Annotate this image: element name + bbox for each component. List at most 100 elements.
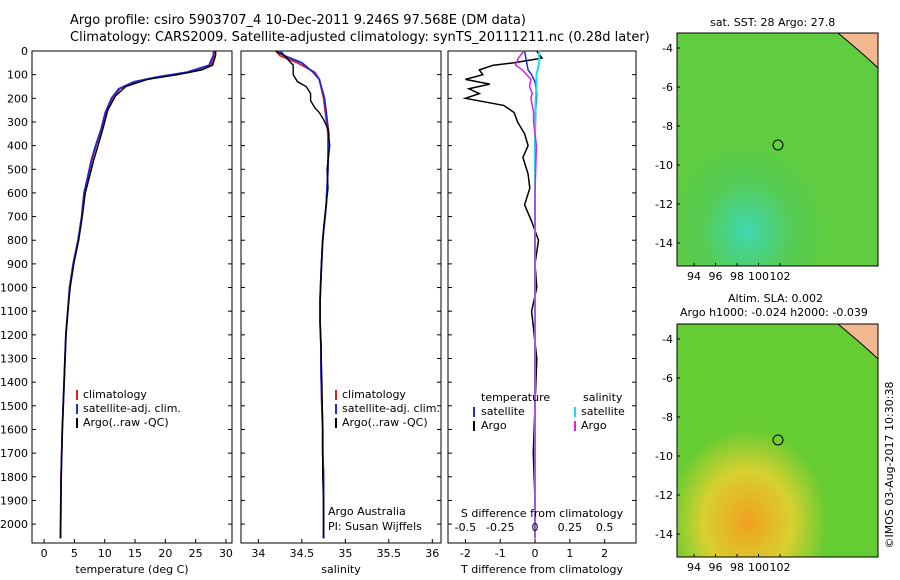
- legend-label: satellite-adj. clim.: [342, 402, 440, 415]
- sst-map-title: sat. SST: 28 Argo: 27.8: [710, 16, 836, 29]
- y-tick-label: 2000: [0, 518, 28, 531]
- timestamp-label: ©IMOS 03-Aug-2017 10:30:38: [883, 382, 896, 549]
- x-tick-label: 10: [98, 547, 112, 560]
- x-tick-label: 5: [71, 547, 78, 560]
- x-tick-label: 35.5: [377, 547, 402, 560]
- legend-label: Argo(..raw -QC): [342, 416, 428, 429]
- y-tick-label: 500: [7, 163, 28, 176]
- top-axis-label: S difference from climatology: [461, 507, 624, 520]
- map-y-tick-label: -12: [655, 489, 673, 502]
- map-y-tick-label: -10: [655, 159, 673, 172]
- legend-title: salinity: [583, 391, 623, 404]
- map-x-tick-label: 98: [730, 561, 744, 574]
- legend-label: satellite-adj. clim.: [83, 402, 181, 415]
- x-tick-label: 35: [338, 547, 352, 560]
- y-tick-label: 0: [21, 45, 28, 58]
- y-tick-label: 700: [7, 211, 28, 224]
- y-tick-label: 100: [7, 69, 28, 82]
- panel-frame-difference: [447, 50, 637, 544]
- map-y-tick-label: -14: [655, 237, 673, 250]
- map-y-tick-label: -8: [662, 411, 673, 424]
- legend-label: climatology: [342, 388, 406, 401]
- map-x-tick-label: 100: [748, 270, 769, 283]
- y-tick-label: 300: [7, 116, 28, 129]
- legend-label: satellite: [581, 405, 625, 418]
- top-tick-label: 0: [532, 521, 539, 534]
- annotation-label: PI: Susan Wijffels: [328, 520, 422, 533]
- y-tick-label: 1400: [0, 376, 28, 389]
- x-tick-label: 36: [425, 547, 439, 560]
- argo-location-marker-sst: [772, 139, 784, 151]
- series-line-difference: [462, 50, 544, 539]
- top-tick-label: 0.25: [558, 521, 583, 534]
- x-tick-label: 15: [128, 547, 142, 560]
- y-tick-label: 1100: [0, 305, 28, 318]
- map-field-sla: [677, 324, 878, 557]
- x-tick-label: 0: [41, 547, 48, 560]
- map-y-tick-label: -4: [662, 42, 673, 55]
- map-x-tick-label: 100: [748, 561, 769, 574]
- map-y-tick-label: -6: [662, 372, 673, 385]
- map-frame-sst: [676, 32, 879, 267]
- legend-title: temperature: [481, 391, 550, 404]
- top-tick-label: -0.5: [455, 521, 476, 534]
- x-axis-label: temperature (deg C): [75, 563, 188, 576]
- figure-title-line-2: Climatology: CARS2009. Satellite-adjuste…: [70, 30, 650, 45]
- x-tick-label: 34: [251, 547, 265, 560]
- y-tick-label: 600: [7, 187, 28, 200]
- map-y-tick-label: -14: [655, 528, 673, 541]
- x-tick-label: 25: [189, 547, 203, 560]
- series-line-difference: [514, 50, 538, 539]
- y-tick-label: 200: [7, 92, 28, 105]
- argo-location-marker-sla: [772, 434, 784, 446]
- panel-frame-salinity: [240, 50, 442, 544]
- map-x-tick-label: 94: [687, 270, 701, 283]
- legend-label: satellite: [481, 405, 525, 418]
- y-tick-label: 400: [7, 140, 28, 153]
- x-tick-label: 2: [601, 547, 608, 560]
- y-tick-label: 1200: [0, 329, 28, 342]
- panel-frame-temperature: [31, 50, 233, 544]
- x-axis-label: salinity: [321, 563, 361, 576]
- map-x-tick-label: 94: [687, 561, 701, 574]
- figure-title-line-1: Argo profile: csiro 5903707_4 10-Dec-201…: [70, 13, 526, 28]
- map-y-tick-label: -12: [655, 198, 673, 211]
- y-tick-label: 1300: [0, 353, 28, 366]
- series-line-salinity: [275, 50, 331, 539]
- top-tick-label: -0.25: [486, 521, 514, 534]
- x-axis-label: T difference from climatology: [460, 563, 623, 576]
- y-tick-label: 900: [7, 258, 28, 271]
- y-tick-label: 800: [7, 234, 28, 247]
- legend-label: Argo: [481, 419, 507, 432]
- series-line-temperature: [59, 51, 217, 539]
- legend-label: climatology: [83, 388, 147, 401]
- map-x-tick-label: 96: [709, 270, 723, 283]
- sla-map-title-line-2: Argo h1000: -0.024 h2000: -0.039: [680, 306, 868, 319]
- map-y-tick-label: -6: [662, 81, 673, 94]
- y-tick-label: 1800: [0, 471, 28, 484]
- x-tick-label: 34.5: [290, 547, 315, 560]
- legend-label: Argo(..raw -QC): [83, 416, 169, 429]
- map-x-tick-label: 102: [770, 270, 791, 283]
- y-tick-label: 1700: [0, 447, 28, 460]
- map-x-tick-label: 96: [709, 561, 723, 574]
- y-tick-label: 1600: [0, 423, 28, 436]
- annotation-label: Argo Australia: [328, 505, 406, 518]
- legend-label: Argo: [581, 419, 607, 432]
- map-y-tick-label: -4: [662, 333, 673, 346]
- x-tick-label: -1: [495, 547, 506, 560]
- x-tick-label: 0: [532, 547, 539, 560]
- y-tick-label: 1900: [0, 494, 28, 507]
- x-tick-label: 30: [219, 547, 233, 560]
- map-x-tick-label: 98: [730, 270, 744, 283]
- y-tick-label: 1000: [0, 282, 28, 295]
- x-tick-label: 1: [566, 547, 573, 560]
- x-tick-label: -2: [460, 547, 471, 560]
- map-y-tick-label: -8: [662, 120, 673, 133]
- x-tick-label: 20: [158, 547, 172, 560]
- y-tick-label: 1500: [0, 400, 28, 413]
- map-frame-sla: [676, 323, 879, 558]
- map-y-tick-label: -10: [655, 450, 673, 463]
